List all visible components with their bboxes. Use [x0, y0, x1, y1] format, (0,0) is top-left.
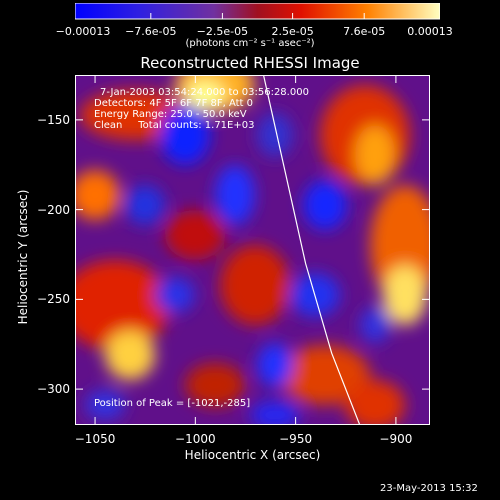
y-tick-label-0: −150: [37, 112, 70, 127]
colorbar-tick-label-5: 0.00013: [407, 25, 453, 38]
annotation-time-range: 7-Jan-2003 03:54:24.000 to 03:56:28.000: [100, 87, 309, 98]
x-tick-label-3: −900: [379, 432, 413, 446]
x-tick-label-1: −1000: [175, 432, 216, 446]
heatmap-image: [75, 75, 430, 425]
colorbar-gradient: [75, 3, 440, 20]
annotation-clean-counts: Clean Total counts: 1.71E+03: [94, 120, 255, 131]
x-tick-label-2: −950: [279, 432, 313, 446]
y-tick-label-2: −250: [37, 292, 70, 307]
plot-area: [75, 75, 430, 425]
annotation-detectors: Detectors: 4F 5F 6F 7F 8F, Att 0: [94, 98, 254, 109]
annotation-peak-position: Position of Peak = [-1021,-285]: [94, 398, 251, 409]
colorbar-tick-label-1: −7.6e-05: [125, 25, 177, 38]
colorbar-tick-label-4: 7.6e-05: [343, 25, 386, 38]
annotation-energy-range: Energy Range: 25.0 - 50.0 keV: [94, 109, 247, 120]
colorbar-tick-label-0: −0.00013: [55, 25, 111, 38]
solar-limb-line: [262, 75, 361, 425]
axis-tickmarks: [75, 75, 430, 425]
chart-title: Reconstructed RHESSI Image: [140, 54, 360, 72]
plot-frame: [75, 75, 430, 425]
timestamp: 23-May-2013 15:32: [380, 483, 478, 494]
colorbar-tick-label-3: 2.5e-05: [271, 25, 314, 38]
colorbar-tickmarks: [75, 13, 440, 19]
y-tick-label-1: −200: [37, 202, 70, 217]
colorbar-tick-label-2: −2.5e-05: [196, 25, 249, 38]
colorbar-unit-label: (photons cm⁻² s⁻¹ asec⁻²): [185, 38, 315, 49]
x-tick-label-0: −1050: [74, 432, 116, 446]
y-axis-label: Heliocentric Y (arcsec): [16, 189, 30, 325]
y-tick-label-3: −300: [37, 382, 70, 397]
x-axis-label: Heliocentric X (arcsec): [184, 448, 321, 462]
colorbar: [75, 3, 440, 20]
